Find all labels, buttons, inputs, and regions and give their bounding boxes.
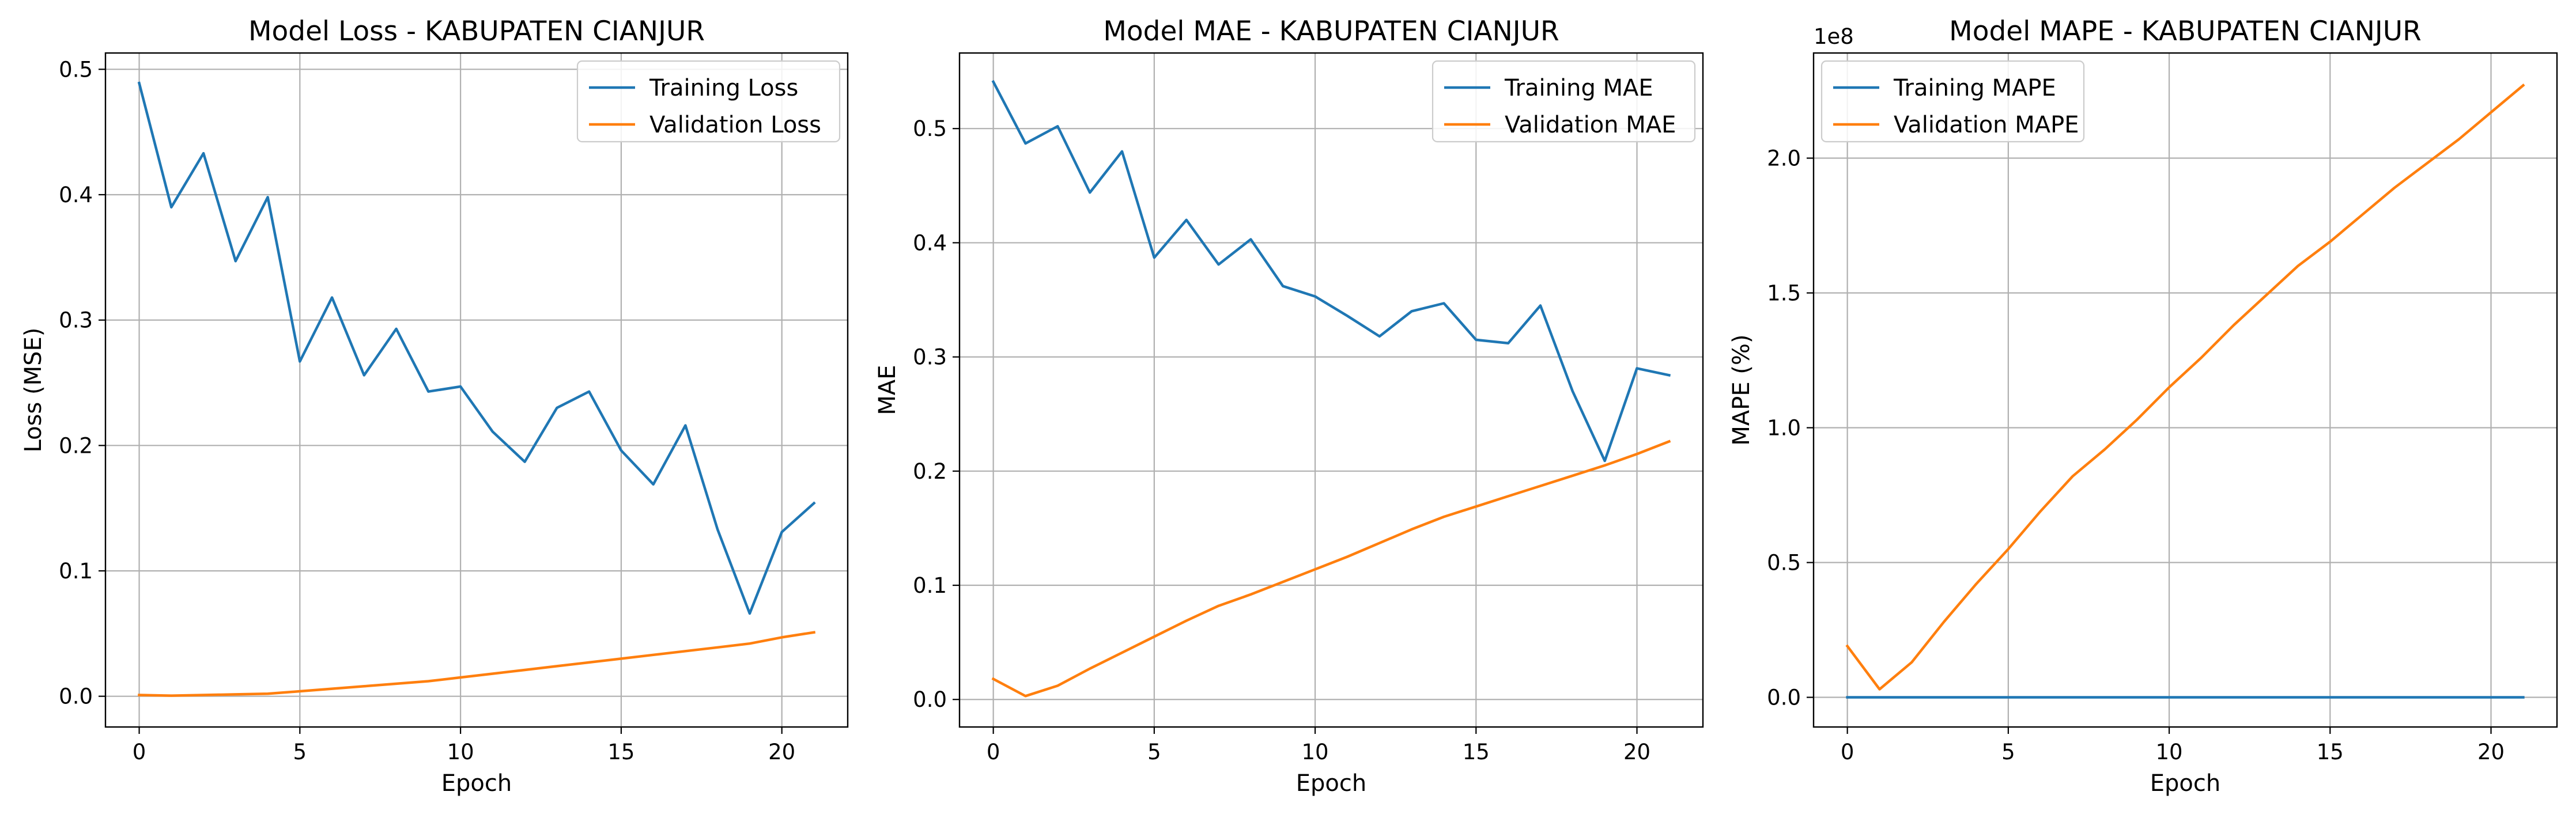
y-axis-label: Loss (MSE) [20,328,47,453]
x-tick-label: 15 [1463,740,1490,764]
y-tick-label: 1.5 [1767,281,1801,306]
y-tick-label: 1.0 [1767,416,1801,441]
series-line-2 [138,631,816,697]
legend: Training MAPE Validation MAPE [1820,60,2085,143]
legend-box [576,60,841,143]
axes-frame [958,52,1704,728]
y-axis-label: MAPE (%) [1728,334,1755,445]
x-tick-label: 0 [987,740,1000,764]
axes-frame [104,52,849,728]
x-tick-label: 10 [2156,740,2183,764]
chart-panel-1: 0 5 10 15 20 0.0 0.1 0.2 0.3 0.4 0.5 Model Loss - K… [20,16,849,797]
y-tick-label: 0.0 [913,687,947,712]
x-tick-label: 15 [607,740,634,764]
chart-panel-2: 0 5 10 15 20 0.0 0.1 0.2 0.3 0.4 0.5 Model MAE - KA… [874,16,1704,797]
x-axis-label: Epoch [441,770,512,797]
x-tick-label: 10 [447,740,474,764]
y-tick-label: 0.4 [59,183,93,207]
x-tick-label: 15 [2317,740,2344,764]
x-tick-label: 20 [1623,740,1650,764]
y-tick-label: 0.1 [913,573,947,598]
legend-label: Training MAPE [1893,75,2056,101]
panels: 0 5 10 15 20 0.0 0.1 0.2 0.3 0.4 0.5 Model Loss - K… [20,16,2558,797]
legend: Training MAE Validation MAE [1431,60,1696,143]
axes-frame [1812,52,2558,728]
x-axis-label: Epoch [2150,770,2220,797]
chart-panel-3: 0 5 10 15 20 0.0 0.5 1.0 1.5 2.0 1e8 Model MAPE - K… [1728,16,2558,797]
x-tick-label: 20 [768,740,795,764]
y-tick-label: 0.1 [59,559,93,584]
x-tick-label: 10 [1302,740,1329,764]
y-tick-label: 0.3 [59,308,93,333]
x-tick-label: 5 [293,740,307,764]
legend-label: Validation Loss [649,112,821,138]
legend-label: Training Loss [649,75,798,101]
chart-title: Model Loss - KABUPATEN CIANJUR [248,16,705,47]
legend-label: Validation MAE [1505,112,1676,138]
x-axis-label: Epoch [1296,770,1366,797]
series-line-1 [991,79,1671,463]
y-tick-label: 0.5 [59,57,93,82]
chart-title: Model MAPE - KABUPATEN CIANJUR [1949,16,2422,47]
x-tick-label: 5 [2001,740,2015,764]
series-line-2 [991,440,1671,698]
y-tick-label: 0.0 [1767,686,1801,710]
x-tick-label: 0 [1841,740,1854,764]
series-line-1 [137,81,816,615]
y-tick-label: 2.0 [1767,146,1801,171]
y-tick-label: 0.3 [913,345,947,370]
y-axis-label: MAE [874,365,901,415]
legend-box [1820,60,2085,143]
y-offset-label: 1e8 [1814,24,1854,49]
y-tick-label: 0.5 [913,116,947,141]
y-tick-label: 0.5 [1767,551,1801,575]
legend-label: Training MAE [1504,75,1653,101]
legend-box [1431,60,1696,143]
y-tick-label: 0.4 [913,230,947,255]
x-tick-label: 5 [1147,740,1161,764]
y-tick-label: 0.2 [913,459,947,484]
y-tick-label: 0.2 [59,433,93,458]
x-tick-label: 0 [133,740,146,764]
x-tick-label: 20 [2477,740,2505,764]
y-tick-label: 0.0 [59,684,93,709]
series-line-2 [1845,84,2525,691]
legend: Training Loss Validation Loss [576,60,841,143]
legend-label: Validation MAPE [1894,112,2079,138]
chart-title: Model MAE - KABUPATEN CIANJUR [1103,16,1559,47]
